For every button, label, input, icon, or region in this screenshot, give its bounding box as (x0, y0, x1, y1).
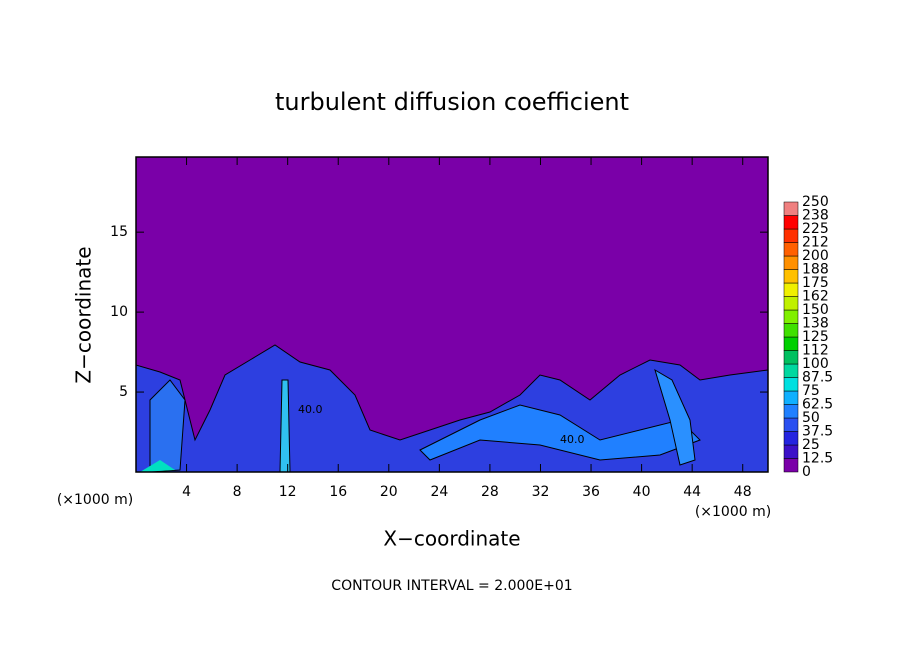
x-tick-label: 12 (279, 484, 297, 500)
colorbar-label: 188 (802, 262, 829, 278)
colorbar-cell (783, 269, 799, 284)
footer: CONTOUR INTERVAL = 2.000E+01 (331, 578, 572, 594)
colorbar-label: 0 (802, 464, 811, 480)
colorbar-cell (783, 444, 799, 459)
x-tick-label: 44 (683, 484, 701, 500)
colorbar-label: 150 (802, 302, 829, 318)
x-tick-label: 16 (329, 484, 347, 500)
field-region (140, 460, 175, 472)
colorbar-label: 12.5 (802, 451, 833, 467)
field-region (279, 379, 291, 473)
y-tick-label: 15 (110, 224, 128, 240)
field-region (149, 379, 186, 473)
x-unit: (×1000 m) (695, 504, 771, 520)
colorbar-cell (783, 228, 799, 243)
colorbar-label: 125 (802, 329, 829, 345)
colorbar-cell (783, 404, 799, 419)
colorbar-cell (783, 309, 799, 324)
colorbar-label: 37.5 (802, 424, 833, 440)
x-tick-label: 28 (481, 484, 499, 500)
x-tick-label: 24 (430, 484, 448, 500)
colorbar-cell (783, 336, 799, 351)
x-tick-label: 32 (532, 484, 550, 500)
y-axis-label: Z−coordinate (72, 246, 96, 383)
colorbar-label: 75 (802, 383, 820, 399)
colorbar-label: 87.5 (802, 370, 833, 386)
colorbar-label: 162 (802, 289, 829, 305)
colorbar-cell (783, 458, 799, 473)
colorbar-cell (783, 377, 799, 392)
colorbar-label: 175 (802, 275, 829, 291)
colorbar-cell (783, 363, 799, 378)
x-tick-label: 40 (633, 484, 651, 500)
colorbar-label: 250 (802, 194, 829, 210)
colorbar-cell (783, 390, 799, 405)
x-axis-label: X−coordinate (383, 527, 520, 551)
colorbar-cell (783, 242, 799, 257)
x-unit: (×1000 m) (57, 492, 133, 508)
x-tick-label: 4 (182, 484, 191, 500)
colorbar-cell (783, 282, 799, 297)
colorbar-cell (783, 255, 799, 270)
x-tick-label: 20 (380, 484, 398, 500)
colorbar-cell (783, 323, 799, 338)
colorbar-label: 25 (802, 437, 820, 453)
colorbar-label: 112 (802, 343, 829, 359)
colorbar-label: 212 (802, 235, 829, 251)
x-tick-label: 48 (734, 484, 752, 500)
x-tick-label: 8 (233, 484, 242, 500)
colorbar-cell (783, 350, 799, 365)
colorbar-label: 238 (802, 208, 829, 224)
y-tick-label: 10 (110, 304, 128, 320)
x-tick-label: 36 (582, 484, 600, 500)
contour-label: 40.0 (298, 403, 323, 416)
colorbar-cell (783, 296, 799, 311)
colorbar-label: 62.5 (802, 397, 833, 413)
colorbar-label: 100 (802, 356, 829, 372)
field-region (654, 368, 696, 466)
colorbar-label: 50 (802, 410, 820, 426)
field: 40.0 40.0 (135, 157, 769, 473)
colorbar-cell (783, 201, 799, 216)
colorbar-label: 200 (802, 248, 829, 264)
contour-label: 40.0 (560, 433, 585, 446)
plot-frame (135, 156, 769, 473)
colorbar-cell (783, 417, 799, 432)
chart-title: turbulent diffusion coefficient (275, 88, 629, 116)
colorbar-cell (783, 215, 799, 230)
colorbar-cell (783, 431, 799, 446)
y-tick-label: 5 (119, 384, 128, 400)
colorbar-label: 138 (802, 316, 829, 332)
colorbar-label: 225 (802, 221, 829, 237)
